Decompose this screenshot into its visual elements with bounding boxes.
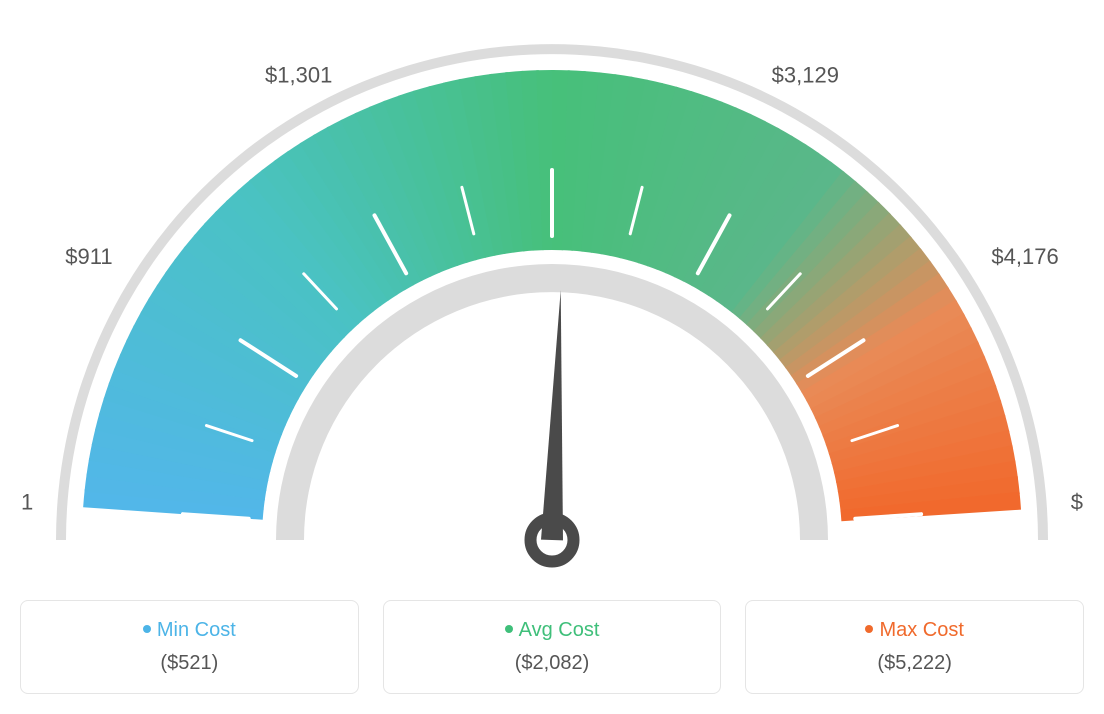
needle — [531, 290, 574, 561]
tick-label: $1,301 — [265, 63, 332, 88]
legend-title-text: Avg Cost — [519, 619, 600, 641]
tick-label: $5,222 — [1071, 490, 1084, 515]
tick-label: $911 — [65, 244, 112, 269]
legend-title-text: Min Cost — [157, 619, 236, 641]
tick-label: $2,082 — [518, 20, 585, 21]
legend-card: Min Cost ($521) — [20, 600, 359, 694]
tick-label: $3,129 — [772, 63, 839, 88]
legend-dot-icon — [865, 625, 873, 633]
cost-gauge-chart: $521 $911 $1,301 $2,082 $3,129 $4,176 $5,222 M… — [20, 20, 1084, 694]
legend-value: ($2,082) — [400, 652, 705, 675]
legend-value: ($521) — [37, 652, 342, 675]
gauge-svg: $521 $911 $1,301 $2,082 $3,129 $4,176 $5,222 — [20, 20, 1084, 580]
tick-label: $521 — [20, 490, 33, 515]
legend-dot-icon — [143, 625, 151, 633]
legend-card: Avg Cost ($2,082) — [383, 600, 722, 694]
legend-title: Min Cost — [37, 619, 342, 642]
legend-row: Min Cost ($521) Avg Cost ($2,082) Max Cost ($… — [20, 600, 1084, 694]
legend-title: Max Cost — [762, 619, 1067, 642]
legend-title-text: Max Cost — [879, 619, 963, 641]
legend-card: Max Cost ($5,222) — [745, 600, 1084, 694]
tick-label: $4,176 — [991, 244, 1058, 269]
legend-title: Avg Cost — [400, 619, 705, 642]
gauge-svg-wrap: $521 $911 $1,301 $2,082 $3,129 $4,176 $5,222 — [20, 20, 1084, 580]
legend-dot-icon — [505, 625, 513, 633]
legend-value: ($5,222) — [762, 652, 1067, 675]
